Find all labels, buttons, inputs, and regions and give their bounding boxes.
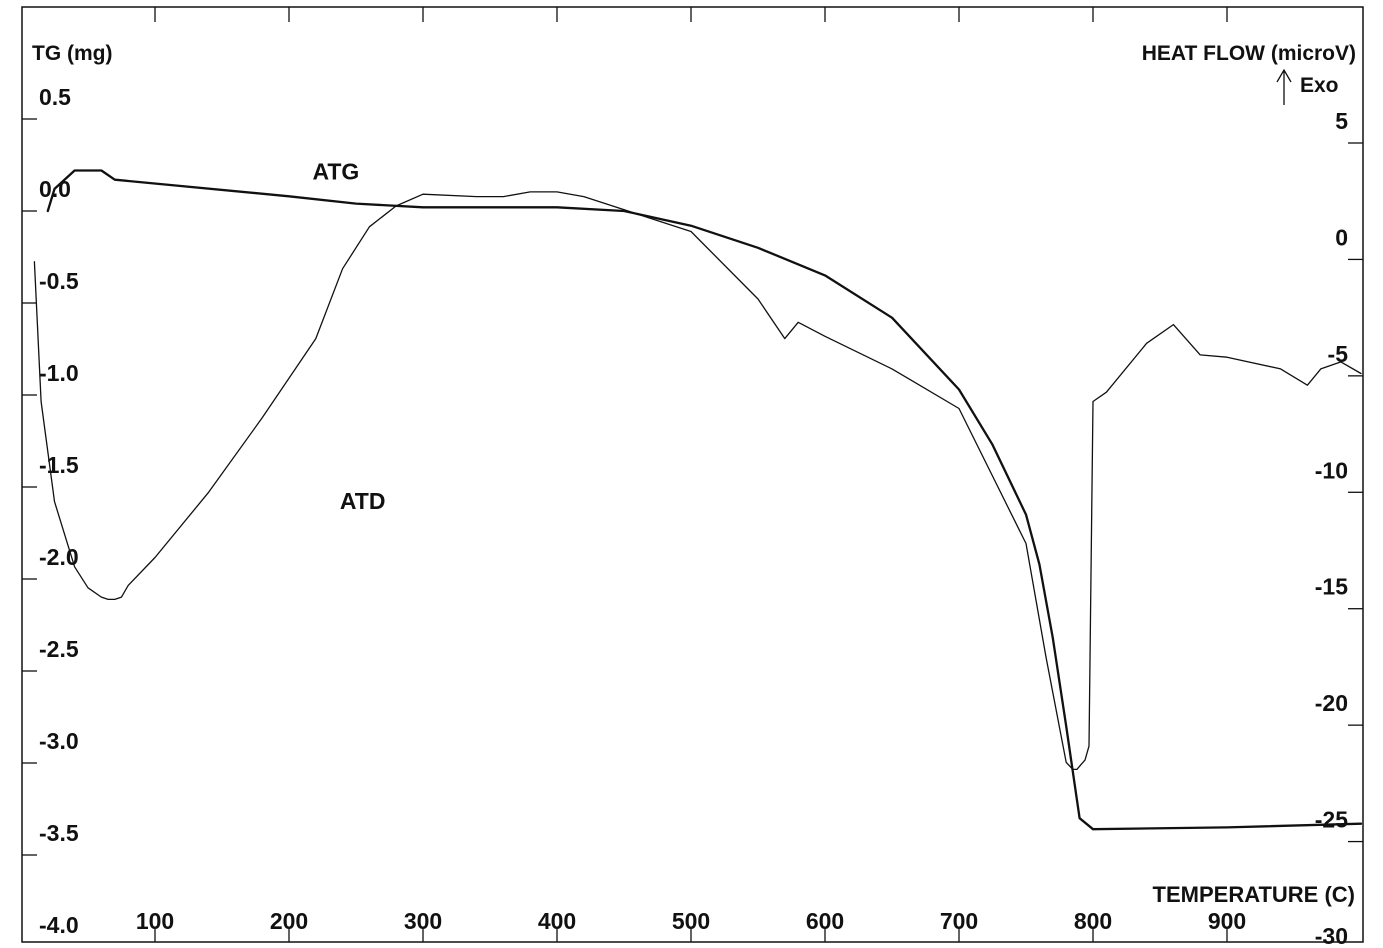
- y-left-tick-label: 0.5: [39, 84, 71, 110]
- y-left-tick-label: -1.0: [39, 360, 79, 386]
- x-tick-label: 500: [672, 908, 710, 934]
- series-label-atg: ATG: [312, 159, 359, 185]
- y-right-tick-label: -5: [1328, 341, 1349, 367]
- axis-labels: TG (mg) HEAT FLOW (microV) Exo TEMPERATU…: [32, 42, 1356, 948]
- series-label-atd: ATD: [340, 488, 386, 514]
- y-left-tick-label: -2.0: [39, 544, 79, 570]
- y-right-tick-label: -15: [1315, 574, 1348, 600]
- x-tick-label: 400: [538, 908, 576, 934]
- y-left-tick-label: -3.5: [39, 820, 79, 846]
- exo-label: Exo: [1300, 74, 1339, 97]
- y-right-tick-label: -20: [1315, 690, 1348, 716]
- y-left-tick-label: -3.0: [39, 728, 79, 754]
- curves: [33, 169, 1363, 831]
- y-right-tick-label: -25: [1315, 807, 1348, 833]
- exo-arrow-icon: [1276, 68, 1292, 105]
- x-tick-label: 900: [1208, 908, 1246, 934]
- series-line-atg: [46, 169, 1363, 831]
- y-left-tick-label: 0.0: [39, 176, 71, 202]
- y-axis-right-label: HEAT FLOW (microV): [1142, 42, 1356, 65]
- plot-frame: [21, 6, 1364, 943]
- y-left-tick-label: -4.0: [39, 912, 79, 938]
- x-tick-label: 300: [404, 908, 442, 934]
- y-right-tick-label: 0: [1335, 224, 1348, 250]
- x-tick-label: 700: [940, 908, 978, 934]
- y-left-tick-label: -1.5: [39, 452, 79, 478]
- y-left-tick-label: -2.5: [39, 636, 79, 662]
- y-axis-left-label: TG (mg): [32, 42, 112, 65]
- y-right-tick-label: -10: [1315, 457, 1348, 483]
- x-tick-label: 200: [270, 908, 308, 934]
- series-line-atd: [33, 191, 1362, 771]
- x-axis-label: TEMPERATURE (C): [1153, 882, 1355, 907]
- exo-indicator: Exo: [1276, 68, 1339, 105]
- x-tick-label: 800: [1074, 908, 1112, 934]
- x-tick-label: 600: [806, 908, 844, 934]
- y-left-tick-label: -0.5: [39, 268, 79, 294]
- y-right-tick-label: -30: [1315, 923, 1348, 948]
- axis-ticks: [22, 7, 1363, 942]
- y-right-tick-label: 5: [1335, 108, 1348, 134]
- x-tick-label: 100: [136, 908, 174, 934]
